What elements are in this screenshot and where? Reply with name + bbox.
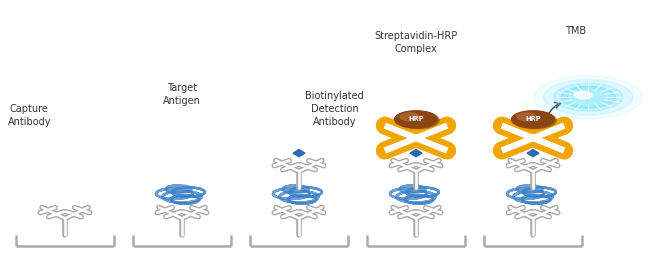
Polygon shape bbox=[293, 150, 305, 157]
Circle shape bbox=[395, 111, 437, 128]
Text: Capture
Antibody: Capture Antibody bbox=[8, 104, 51, 127]
Circle shape bbox=[561, 86, 616, 108]
Text: A: A bbox=[530, 134, 536, 142]
Polygon shape bbox=[527, 150, 539, 157]
Text: Streptavidin-HRP
Complex: Streptavidin-HRP Complex bbox=[374, 31, 458, 54]
Circle shape bbox=[534, 75, 643, 119]
Circle shape bbox=[517, 113, 536, 121]
Text: HRP: HRP bbox=[525, 116, 541, 122]
Text: Target
Antigen: Target Antigen bbox=[163, 83, 201, 106]
Circle shape bbox=[396, 112, 439, 129]
Circle shape bbox=[400, 113, 419, 121]
Circle shape bbox=[554, 83, 623, 111]
Circle shape bbox=[574, 92, 592, 99]
Polygon shape bbox=[410, 150, 422, 157]
Circle shape bbox=[512, 111, 554, 128]
Text: A: A bbox=[413, 134, 419, 142]
Circle shape bbox=[544, 80, 632, 115]
Text: HRP: HRP bbox=[408, 116, 424, 122]
Circle shape bbox=[569, 89, 608, 105]
Circle shape bbox=[514, 112, 556, 129]
Text: Biotinylated
Detection
Antibody: Biotinylated Detection Antibody bbox=[306, 91, 364, 127]
Text: TMB: TMB bbox=[565, 26, 586, 36]
